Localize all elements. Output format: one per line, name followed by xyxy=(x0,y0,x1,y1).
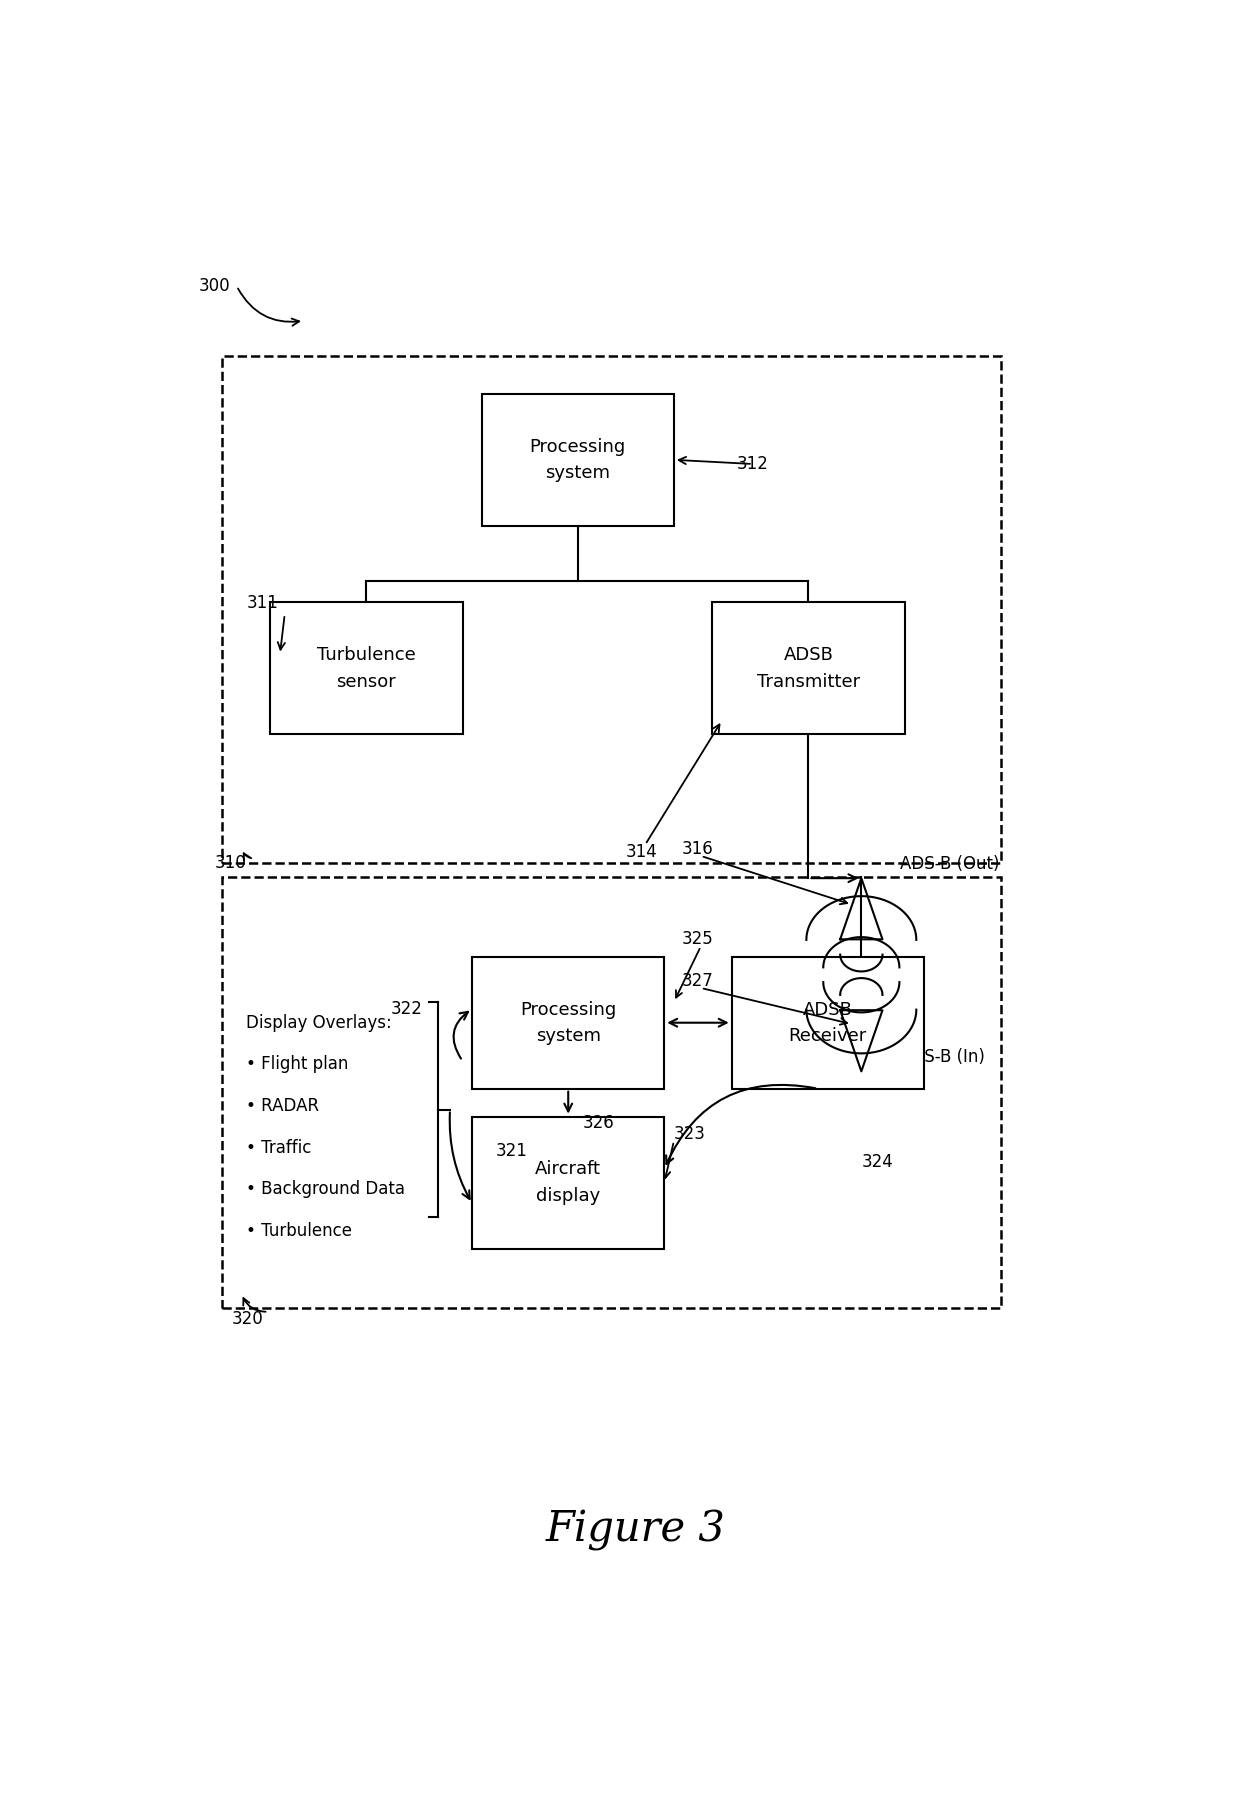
Text: Processing
system: Processing system xyxy=(529,437,626,482)
Text: ADS-B (In): ADS-B (In) xyxy=(900,1049,985,1067)
Text: ADSB
Receiver: ADSB Receiver xyxy=(789,1000,867,1045)
Text: 327: 327 xyxy=(682,973,713,989)
Text: 324: 324 xyxy=(862,1153,893,1171)
Text: 326: 326 xyxy=(583,1114,614,1132)
FancyBboxPatch shape xyxy=(713,603,905,735)
Text: • RADAR: • RADAR xyxy=(247,1097,320,1115)
FancyBboxPatch shape xyxy=(732,957,924,1088)
FancyBboxPatch shape xyxy=(481,393,675,525)
FancyBboxPatch shape xyxy=(270,603,463,735)
Text: 311: 311 xyxy=(247,594,278,612)
Text: Turbulence
sensor: Turbulence sensor xyxy=(317,646,415,691)
FancyBboxPatch shape xyxy=(472,1117,665,1249)
Text: Processing
system: Processing system xyxy=(520,1000,616,1045)
Text: 322: 322 xyxy=(391,1000,423,1018)
Text: • Turbulence: • Turbulence xyxy=(247,1222,352,1240)
Text: 323: 323 xyxy=(675,1125,706,1143)
Text: 320: 320 xyxy=(232,1310,264,1328)
Text: ADS-B (Out): ADS-B (Out) xyxy=(900,856,999,874)
Text: 300: 300 xyxy=(198,278,229,294)
Text: 312: 312 xyxy=(737,455,769,473)
Text: • Background Data: • Background Data xyxy=(247,1180,405,1199)
Text: Aircraft
display: Aircraft display xyxy=(536,1161,601,1204)
Text: 314: 314 xyxy=(626,843,657,861)
Text: • Traffic: • Traffic xyxy=(247,1139,311,1157)
Text: ADSB
Transmitter: ADSB Transmitter xyxy=(756,646,861,691)
Text: 310: 310 xyxy=(215,854,247,872)
FancyBboxPatch shape xyxy=(472,957,665,1088)
Text: 321: 321 xyxy=(496,1143,528,1161)
Text: 316: 316 xyxy=(682,839,713,857)
Text: Display Overlays:: Display Overlays: xyxy=(247,1014,392,1032)
Text: • Flight plan: • Flight plan xyxy=(247,1056,348,1074)
Text: 325: 325 xyxy=(682,930,713,948)
Text: Figure 3: Figure 3 xyxy=(546,1509,725,1550)
